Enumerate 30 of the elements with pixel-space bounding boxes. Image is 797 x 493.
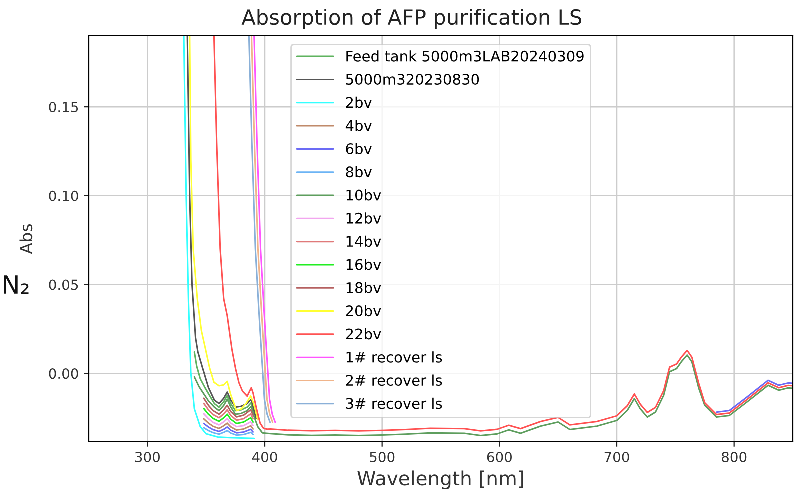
legend-label: 1# recover ls	[346, 352, 442, 363]
x-tick-label: 600	[487, 452, 512, 462]
legend-label: 12bv	[346, 212, 382, 224]
legend-label: 14bv	[346, 236, 382, 248]
chart-title: Absorption of AFP purification LS	[242, 9, 582, 30]
x-tick-label: 400	[252, 452, 278, 462]
legend-label: 16bv	[346, 258, 382, 270]
x-tick-label: 300	[135, 452, 160, 462]
x-tick-label: 800	[722, 452, 747, 462]
legend-label: Feed tank 5000m3LAB20240309	[346, 50, 584, 62]
x-tick-label: 500	[370, 452, 395, 462]
y-axis-title: Abs	[20, 224, 33, 254]
legend-label: 10bv	[346, 190, 382, 201]
legend-label: 20bv	[346, 305, 382, 317]
legend-label: 8bv	[346, 166, 372, 178]
legend-label: 18bv	[346, 282, 382, 294]
text: N₂	[4, 276, 29, 294]
y-tick-label: 0.05	[49, 280, 78, 290]
legend-label: 4bv	[346, 120, 372, 132]
x-axis-title: Wavelength [nm]	[358, 470, 524, 490]
legend-label: 5000m320230830	[346, 74, 480, 86]
legend-label: 2bv	[346, 96, 372, 108]
legend-label: 2# recover ls	[346, 374, 442, 386]
y-tick-label: 0.00	[49, 368, 78, 380]
y-tick-label: 0.10	[49, 190, 78, 202]
legend-label: 6bv	[346, 143, 372, 154]
y-tick-label: 0.15	[49, 102, 78, 113]
legend-label: 3# recover ls	[346, 398, 442, 410]
legend-label: 22bv	[346, 328, 382, 340]
x-tick-label: 700	[604, 452, 630, 462]
